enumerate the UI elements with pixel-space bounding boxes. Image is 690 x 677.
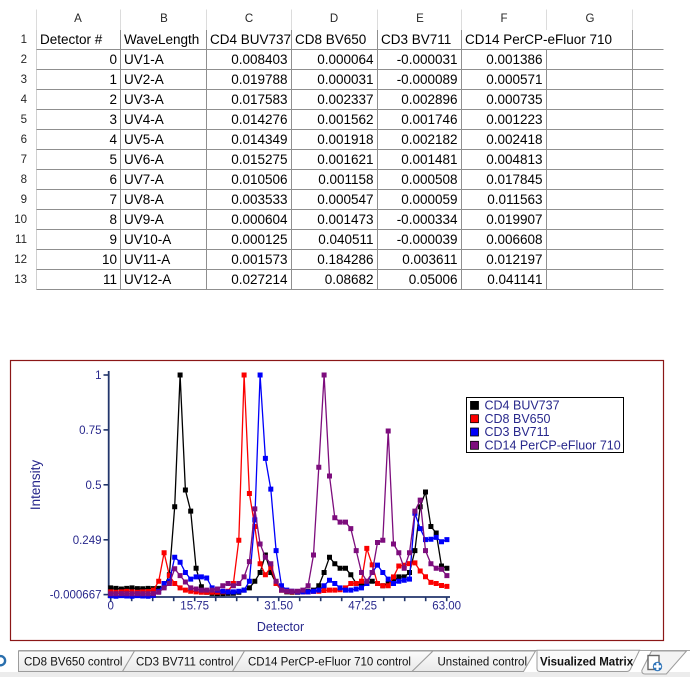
svg-text:1: 1 <box>95 370 101 382</box>
svg-text:15.75: 15.75 <box>180 601 209 613</box>
svg-text:CD14 PerCP-eFluor 710: CD14 PerCP-eFluor 710 <box>485 439 621 453</box>
svg-text:0: 0 <box>107 601 113 613</box>
svg-text:Unstained control: Unstained control <box>438 657 528 669</box>
svg-text:CD3 BV711 control: CD3 BV711 control <box>136 657 234 669</box>
svg-text:0.249: 0.249 <box>73 535 102 547</box>
svg-text:CD4 BUV737: CD4 BUV737 <box>485 399 560 413</box>
svg-text:Detector: Detector <box>257 620 304 634</box>
svg-text:0.5: 0.5 <box>86 480 102 492</box>
svg-text:47.25: 47.25 <box>348 601 377 613</box>
svg-text:-0.000667: -0.000667 <box>50 590 102 602</box>
svg-text:Intensity: Intensity <box>28 460 43 511</box>
svg-text:CD8 BV650 control: CD8 BV650 control <box>24 657 122 669</box>
svg-text:63.00: 63.00 <box>432 601 461 613</box>
svg-text:CD14 PerCP-eFluor 710 control: CD14 PerCP-eFluor 710 control <box>248 657 411 669</box>
svg-text:CD3 BV711: CD3 BV711 <box>485 425 550 439</box>
svg-text:Visualized Matrix: Visualized Matrix <box>540 657 634 669</box>
svg-text:CD8 BV650: CD8 BV650 <box>485 412 551 426</box>
svg-text:0.75: 0.75 <box>79 425 101 437</box>
svg-text:31.50: 31.50 <box>264 601 293 613</box>
